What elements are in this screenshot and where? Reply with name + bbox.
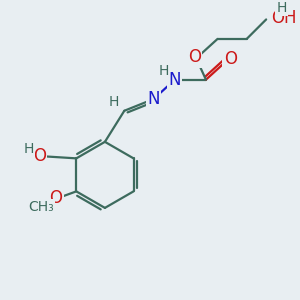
Text: O: O <box>33 147 46 165</box>
Text: O: O <box>224 50 237 68</box>
Text: H: H <box>109 95 119 109</box>
Text: O: O <box>188 48 201 66</box>
Text: H: H <box>23 142 34 156</box>
Text: N: N <box>169 71 181 89</box>
Text: CH₃: CH₃ <box>28 200 54 214</box>
Text: N: N <box>147 90 160 108</box>
Text: O: O <box>50 189 62 207</box>
Text: OH: OH <box>271 8 296 26</box>
Text: H: H <box>159 64 169 78</box>
Text: H: H <box>277 1 287 15</box>
